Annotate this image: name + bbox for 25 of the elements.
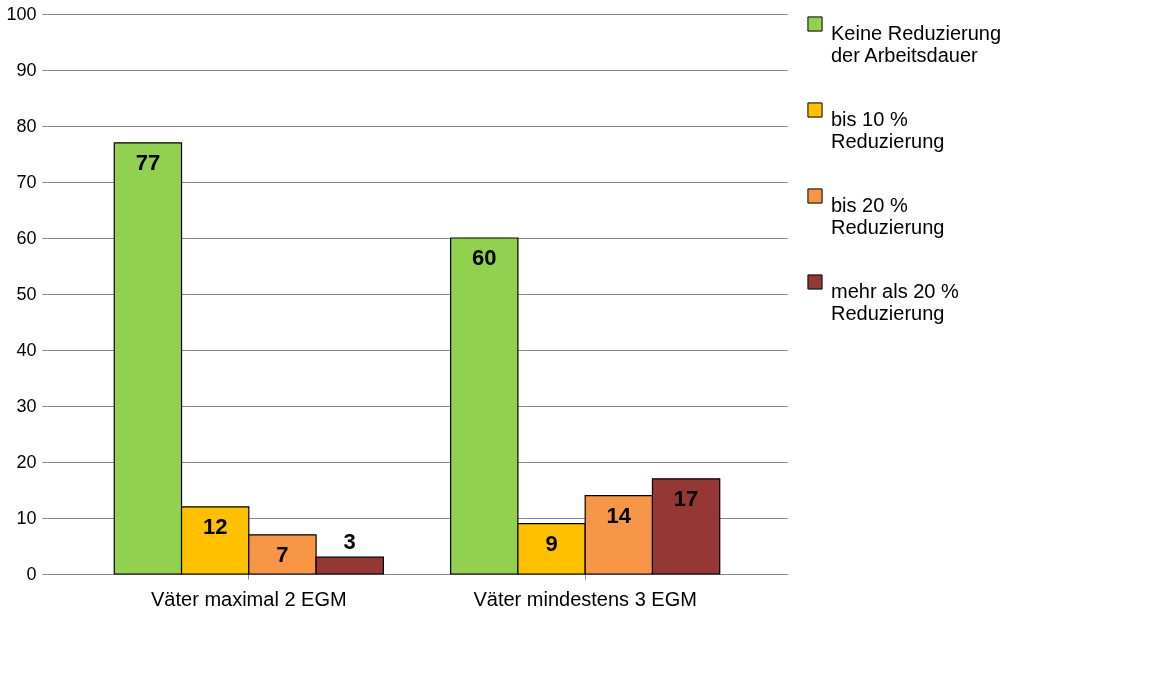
- x-tick-label: Väter maximal 2 EGM: [151, 587, 347, 610]
- y-tick-label: 10: [16, 507, 37, 528]
- y-tick-label: 100: [6, 3, 37, 24]
- y-tick-label: 70: [16, 171, 37, 192]
- legend-label: bis 10 % Reduzierung: [831, 108, 945, 152]
- x-tick-label: Väter mindestens 3 EGM: [473, 587, 697, 610]
- legend-label: mehr als 20 % Reduzierung: [831, 280, 960, 324]
- y-tick-label: 80: [16, 115, 37, 136]
- y-tick-label: 20: [16, 451, 37, 472]
- data-label: 14: [606, 502, 632, 528]
- legend-label: bis 20 % Reduzierung: [831, 194, 945, 238]
- data-label: 7: [276, 541, 289, 567]
- y-tick-label: 90: [16, 59, 37, 80]
- data-label: 3: [343, 529, 356, 555]
- data-label: 12: [202, 513, 228, 539]
- data-label: 9: [545, 530, 558, 556]
- data-label: 77: [135, 149, 161, 175]
- y-tick-label: 40: [16, 339, 37, 360]
- y-tick-label: 30: [16, 395, 37, 416]
- y-tick-label: 0: [26, 563, 37, 584]
- y-tick-label: 50: [16, 283, 37, 304]
- data-label: 60: [472, 245, 497, 270]
- legend-label: Keine Reduzierung der Arbeitsdauer: [831, 22, 1002, 66]
- data-label: 17: [673, 485, 699, 511]
- y-tick-label: 60: [16, 227, 37, 248]
